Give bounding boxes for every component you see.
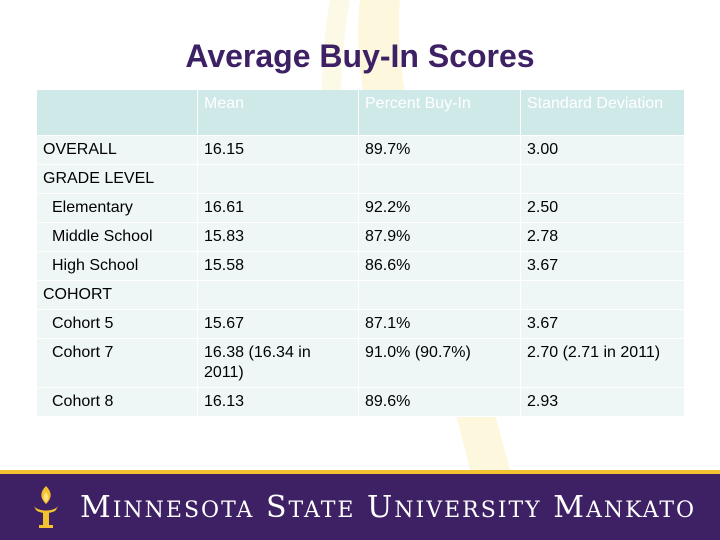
mean-cell <box>198 165 359 194</box>
university-footer-band: MINNESOTA STATE UNIVERSITY MANKATO <box>0 470 720 540</box>
wordmark-word4-initial: M <box>553 490 586 525</box>
percent-cell: 89.7% <box>359 136 521 165</box>
mean-cell <box>198 281 359 310</box>
percent-cell <box>359 281 521 310</box>
sd-cell <box>521 165 685 194</box>
table-row: High School 15.58 86.6% 3.67 <box>37 252 685 281</box>
percent-cell: 91.0% (90.7%) <box>359 339 521 388</box>
sd-cell: 2.78 <box>521 223 685 252</box>
table-row: COHORT <box>37 281 685 310</box>
buy-in-scores-table: Mean Percent Buy-In Standard Deviation O… <box>37 90 685 417</box>
university-wordmark: MINNESOTA STATE UNIVERSITY MANKATO <box>80 490 696 525</box>
table-row: Elementary 16.61 92.2% 2.50 <box>37 194 685 223</box>
mean-cell: 16.13 <box>198 388 359 417</box>
row-label: Cohort 7 <box>37 339 198 388</box>
header-mean: Mean <box>198 90 359 136</box>
wordmark-word1-initial: M <box>80 490 113 525</box>
percent-cell: 87.9% <box>359 223 521 252</box>
mean-cell: 16.61 <box>198 194 359 223</box>
sd-cell: 2.93 <box>521 388 685 417</box>
table-row: Cohort 7 16.38 (16.34 in 2011) 91.0% (90… <box>37 339 685 388</box>
torch-icon <box>34 486 58 528</box>
row-label: GRADE LEVEL <box>37 165 198 194</box>
sd-cell: 3.67 <box>521 252 685 281</box>
mean-cell: 16.15 <box>198 136 359 165</box>
mean-cell: 16.38 (16.34 in 2011) <box>198 339 359 388</box>
row-label: Middle School <box>37 223 198 252</box>
wordmark-word2-initial: S <box>265 490 289 525</box>
wordmark-word3-initial: U <box>366 490 395 525</box>
percent-cell <box>359 165 521 194</box>
row-label: OVERALL <box>37 136 198 165</box>
header-percent-buy-in: Percent Buy-In <box>359 90 521 136</box>
wordmark-word4-rest: ANKATO <box>585 498 697 523</box>
header-label-cell <box>37 90 198 136</box>
sd-cell: 2.50 <box>521 194 685 223</box>
row-label: High School <box>37 252 198 281</box>
sd-cell: 2.70 (2.71 in 2011) <box>521 339 685 388</box>
slide-title: Average Buy-In Scores <box>185 38 535 74</box>
table-row: GRADE LEVEL <box>37 165 685 194</box>
wordmark-word3-rest: NIVERSITY <box>394 498 542 523</box>
table-header-row: Mean Percent Buy-In Standard Deviation <box>37 90 685 136</box>
gold-stripe <box>0 470 720 474</box>
mean-cell: 15.67 <box>198 310 359 339</box>
percent-cell: 89.6% <box>359 388 521 417</box>
row-label: Cohort 8 <box>37 388 198 417</box>
table-row: Middle School 15.83 87.9% 2.78 <box>37 223 685 252</box>
sd-cell: 3.67 <box>521 310 685 339</box>
row-label: COHORT <box>37 281 198 310</box>
table-row: Cohort 8 16.13 89.6% 2.93 <box>37 388 685 417</box>
mean-cell: 15.58 <box>198 252 359 281</box>
percent-cell: 87.1% <box>359 310 521 339</box>
sd-cell <box>521 281 685 310</box>
percent-cell: 92.2% <box>359 194 521 223</box>
wordmark-word2-rest: TATE <box>288 498 356 523</box>
mean-cell: 15.83 <box>198 223 359 252</box>
sd-cell: 3.00 <box>521 136 685 165</box>
header-standard-deviation: Standard Deviation <box>521 90 685 136</box>
table-row: OVERALL 16.15 89.7% 3.00 <box>37 136 685 165</box>
row-label: Elementary <box>37 194 198 223</box>
wordmark-word1-rest: INNESOTA <box>112 498 255 523</box>
row-label: Cohort 5 <box>37 310 198 339</box>
table-row: Cohort 5 15.67 87.1% 3.67 <box>37 310 685 339</box>
percent-cell: 86.6% <box>359 252 521 281</box>
